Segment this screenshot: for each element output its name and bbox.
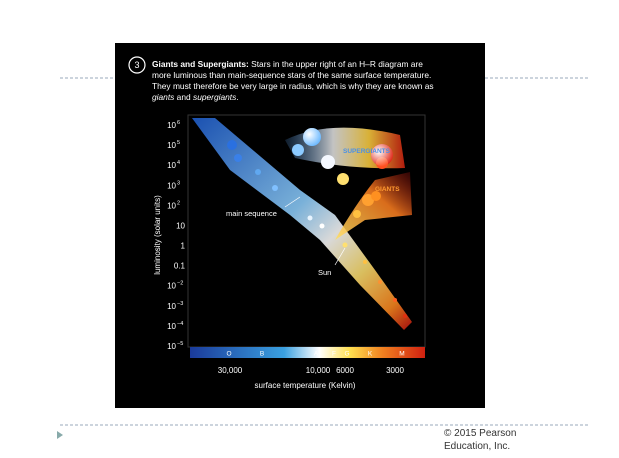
caption: They must therefore be very large in rad…: [152, 81, 434, 91]
copyright: © 2015 Pearson: [444, 428, 516, 439]
caption-text: Stars in the upper right of an H–R diagr…: [249, 59, 423, 69]
tick-base: 10: [167, 322, 176, 331]
tick-exponent: 2: [177, 200, 180, 206]
caption: more luminous than main-sequence stars o…: [152, 70, 431, 80]
tick-base: 10: [167, 302, 176, 311]
y-tick-label: 10: [167, 282, 176, 291]
region-label: Sun: [318, 268, 331, 277]
y-axis-label: luminosity (solar units): [153, 195, 162, 275]
tick-base: 10: [167, 141, 176, 150]
y-tick-label: 10: [167, 201, 176, 210]
caption-text: .: [236, 92, 238, 102]
tick-base: 10: [167, 161, 176, 170]
tick-exponent: −3: [177, 301, 183, 307]
spectral-class: O: [226, 351, 231, 358]
tick-base: 10: [167, 282, 176, 291]
y-tick-label: 10: [167, 161, 176, 170]
y-tick-label: 10: [167, 322, 176, 331]
tick-exponent: 5: [177, 140, 180, 146]
y-tick-label: 10: [167, 141, 176, 150]
tick-exponent: −5: [177, 341, 183, 347]
tick-base: 10: [167, 342, 176, 351]
tick-base: 10: [167, 201, 176, 210]
tick-exponent: 4: [177, 160, 180, 166]
spectral-class: K: [368, 351, 373, 358]
tick-exponent: −2: [177, 281, 183, 287]
spectral-class: B: [260, 351, 264, 358]
x-tick-label: 30,000: [218, 366, 243, 375]
y-tick-label: 10: [167, 302, 176, 311]
caption-title: Giants and Supergiants:: [152, 59, 249, 69]
x-tick-label: 10,000: [306, 366, 331, 375]
tick-exponent: −4: [177, 321, 183, 327]
y-tick-label: 10: [167, 342, 176, 351]
y-tick-label: 1: [181, 242, 186, 251]
caption-text: supergiants: [193, 92, 237, 102]
region-label: SUPERGIANTS: [343, 148, 391, 155]
tick-base: 10: [176, 221, 185, 230]
copyright: Education, Inc.: [444, 441, 510, 452]
y-tick-label: 10: [176, 221, 185, 230]
caption-text: giants: [152, 92, 175, 102]
step-number: 3: [134, 60, 139, 70]
tick-base: 1: [181, 242, 186, 251]
caption: giants and supergiants.: [152, 92, 239, 102]
spectral-class: A: [314, 351, 319, 358]
bullet: [57, 431, 63, 439]
region-label: main sequence: [226, 209, 277, 218]
tick-exponent: 6: [177, 120, 180, 126]
x-axis-label: surface temperature (Kelvin): [255, 381, 356, 390]
tick-base: 0.1: [174, 262, 186, 271]
y-tick-label: 0.1: [174, 262, 186, 271]
spectral-class: F: [332, 351, 336, 358]
tick-base: 10: [167, 181, 176, 190]
y-tick-label: 10: [167, 121, 176, 130]
spectral-class: G: [344, 351, 349, 358]
caption: Giants and Supergiants: Stars in the upp…: [152, 59, 423, 69]
tick-base: 10: [167, 121, 176, 130]
x-tick-label: 3000: [386, 366, 404, 375]
spectral-bar: [190, 347, 425, 358]
region-label: GIANTS: [375, 186, 400, 193]
caption-text: and: [174, 92, 193, 102]
x-tick-label: 6000: [336, 366, 354, 375]
tick-exponent: 3: [177, 180, 180, 186]
slide: © 2015 Pearson Education, Inc. 3 Giants …: [0, 0, 619, 453]
spectral-class: M: [399, 351, 404, 358]
y-tick-label: 10: [167, 181, 176, 190]
